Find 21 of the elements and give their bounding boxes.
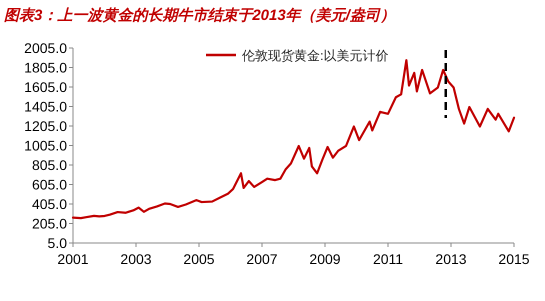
x-tick-label: 2013 (435, 251, 467, 267)
y-tick-label: 5.0 (48, 235, 68, 251)
y-tick-label: 1405.0 (24, 98, 68, 114)
y-tick-label: 1205.0 (24, 118, 68, 134)
y-tick-label: 1805.0 (24, 60, 68, 76)
y-tick-label: 405.0 (32, 196, 68, 212)
x-tick-label: 2015 (498, 251, 530, 267)
y-tick-label: 605.0 (32, 176, 68, 192)
x-tick-label: 2007 (246, 251, 278, 267)
y-tick-label: 805.0 (32, 157, 68, 173)
x-tick-label: 2003 (120, 251, 152, 267)
x-tick-label: 2009 (309, 251, 341, 267)
x-tick-label: 2011 (372, 251, 404, 267)
y-tick-label: 1005.0 (24, 138, 68, 154)
legend-label: 伦敦现货黄金:以美元计价 (242, 48, 389, 63)
chart-title: 图表3：上一波黄金的长期牛市结束于2013年（美元/盎司） (4, 6, 395, 24)
y-tick-label: 1605.0 (24, 79, 68, 95)
x-tick-label: 2001 (57, 251, 89, 267)
x-tick-label: 2005 (183, 251, 215, 267)
y-tick-label: 205.0 (32, 216, 68, 232)
y-tick-label: 2005.0 (24, 40, 68, 56)
